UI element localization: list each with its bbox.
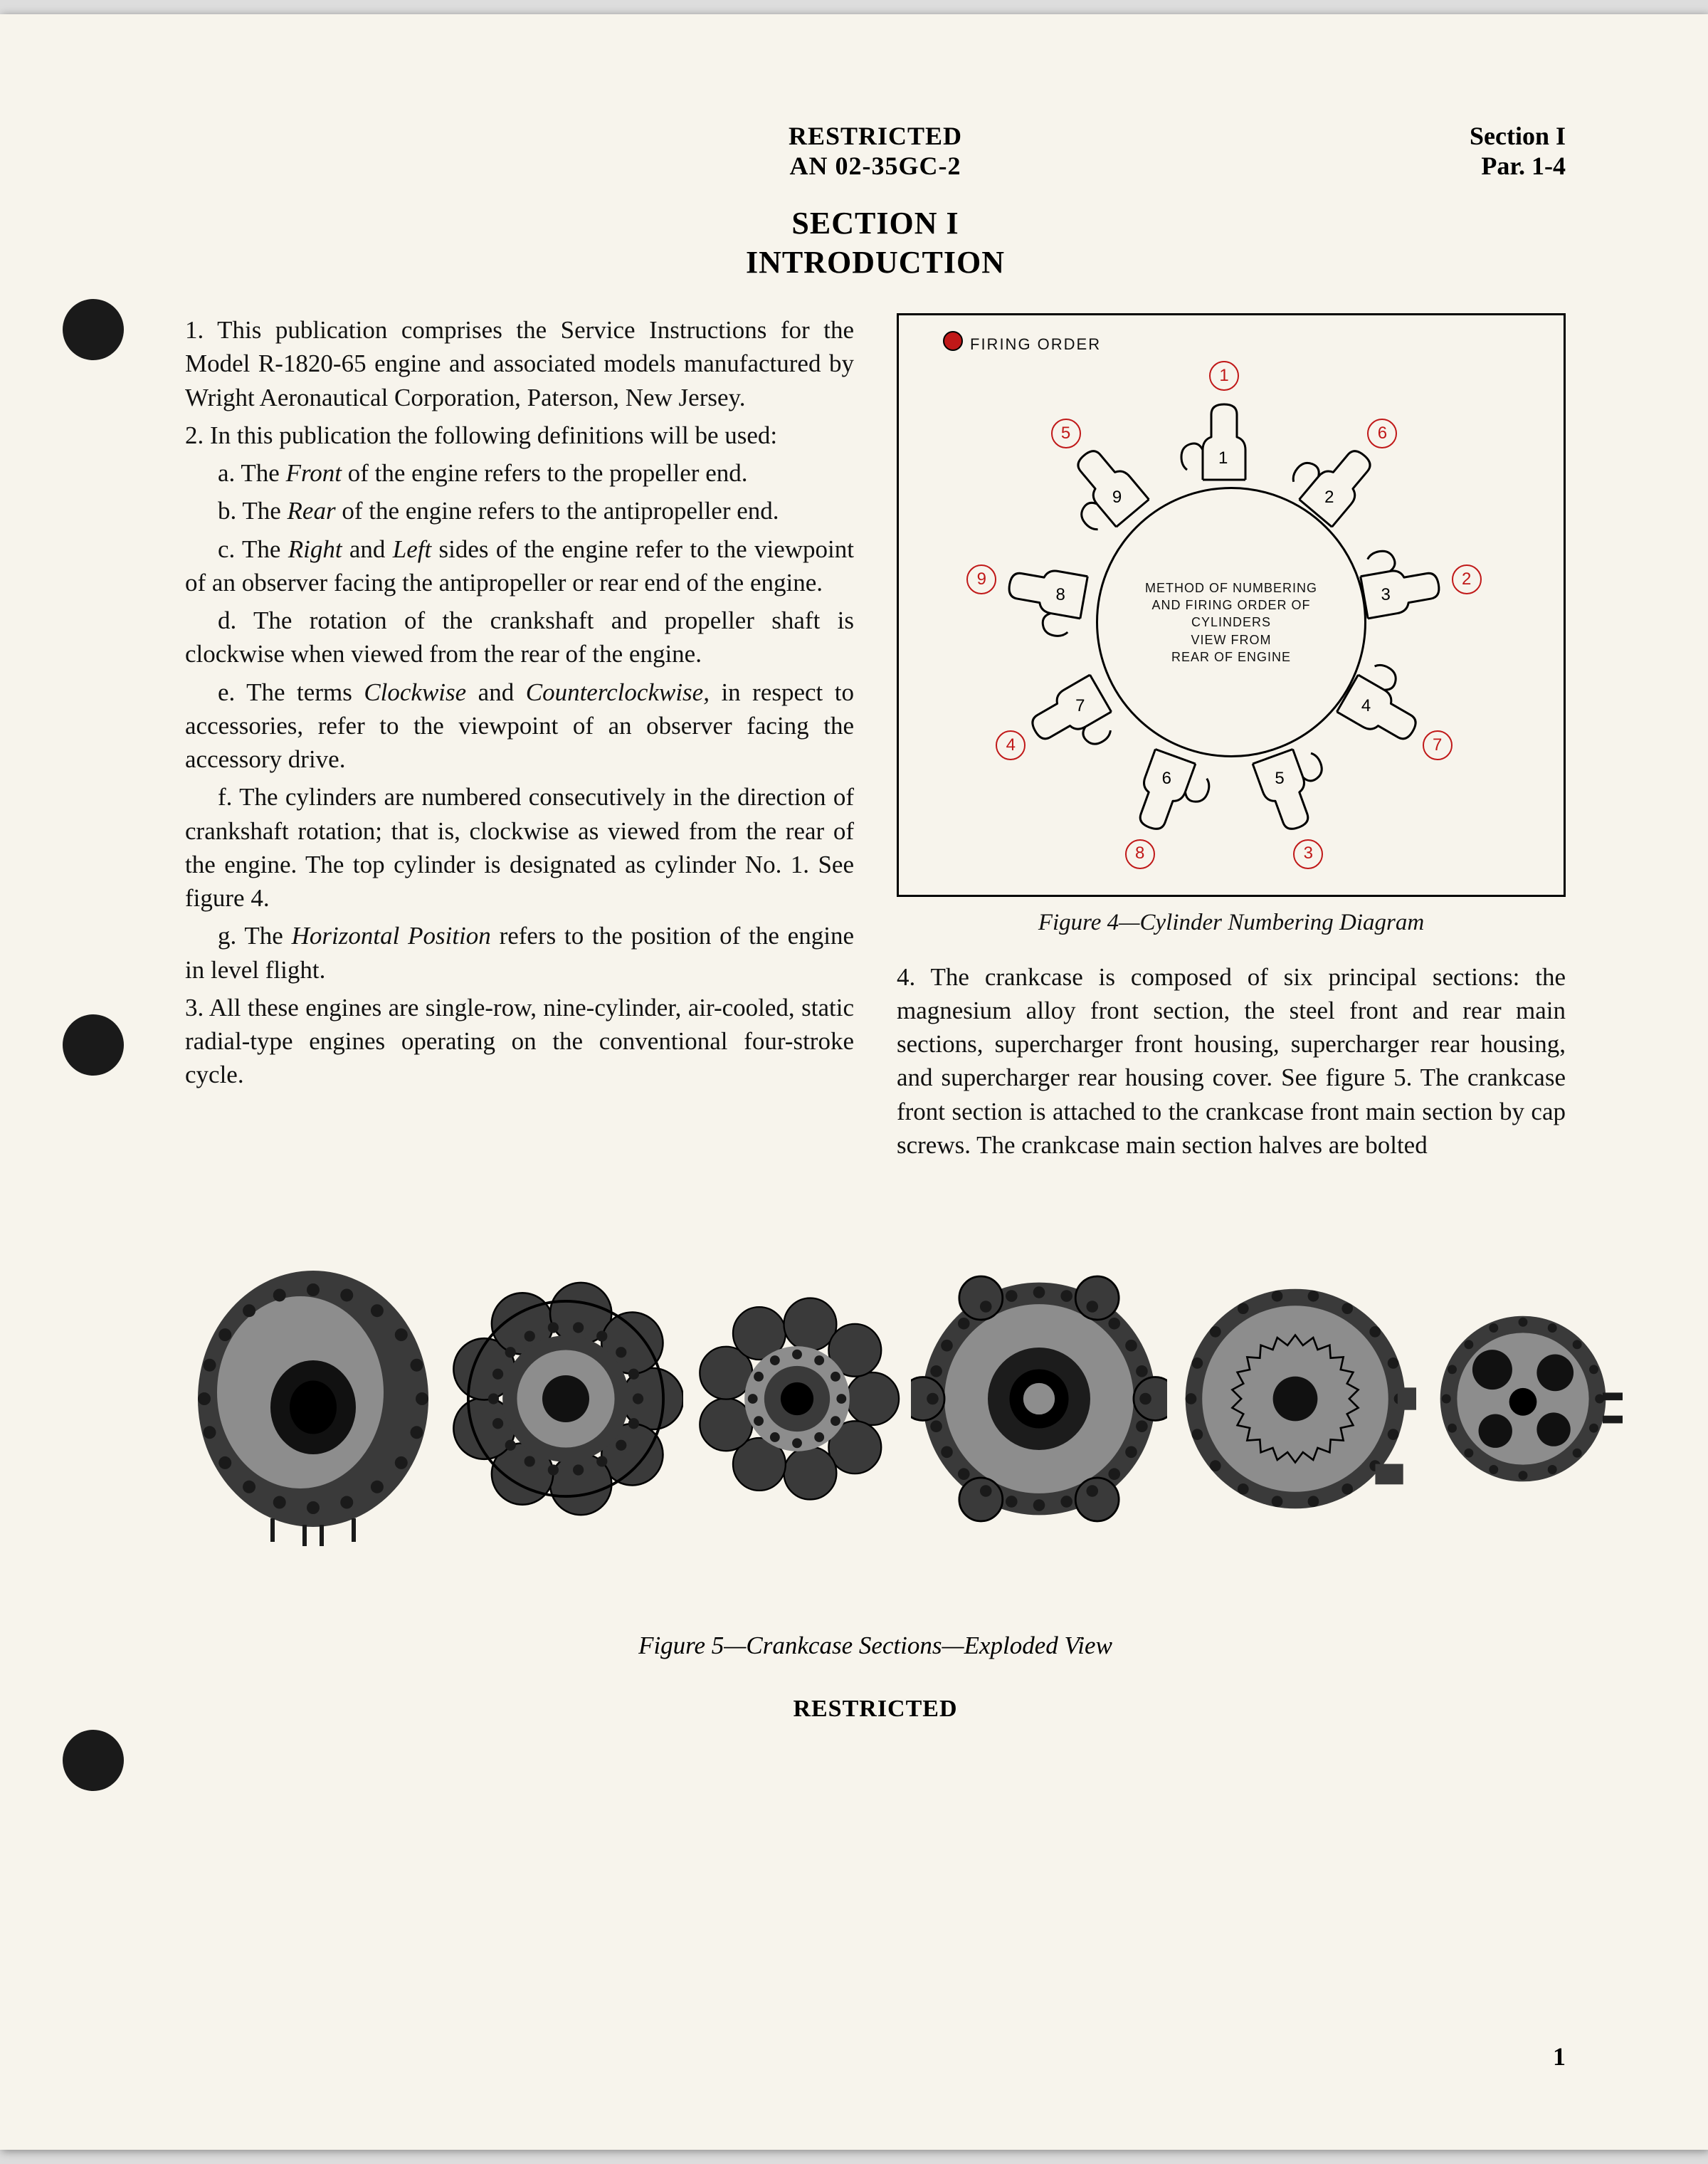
para-2a: a. The Front of the engine refers to the… — [185, 456, 854, 490]
firing-order-number: 4 — [996, 730, 1026, 760]
section-title: SECTION I — [185, 205, 1566, 241]
cylinder-number: 7 — [1075, 695, 1085, 718]
page: RESTRICTED AN 02-35GC-2 Section I Par. 1… — [0, 14, 1708, 2150]
header-right: Section I Par. 1-4 — [1470, 121, 1566, 181]
para-2f: f. The cylinders are numbered consecutiv… — [185, 780, 854, 915]
figure-4-caption: Figure 4—Cylinder Numbering Diagram — [897, 907, 1566, 939]
cylinder-number: 9 — [1112, 486, 1122, 509]
para-2c: c. The Right and Left sides of the engin… — [185, 532, 854, 600]
crankcase-part-6 — [1423, 1299, 1623, 1498]
para-1: 1. This publication comprises the Servic… — [185, 313, 854, 414]
left-column: 1. This publication comprises the Servic… — [185, 313, 854, 1166]
firing-order-number: 8 — [1125, 839, 1155, 869]
para-2: 2. In this publication the following def… — [185, 419, 854, 452]
cylinder-number: 3 — [1381, 584, 1390, 606]
para-4: 4. The crankcase is composed of six prin… — [897, 960, 1566, 1162]
firing-order-dot-icon — [943, 331, 963, 351]
header-restricted: RESTRICTED — [789, 121, 962, 151]
footer-restricted: RESTRICTED — [185, 1696, 1566, 1723]
cylinder-number: 5 — [1275, 767, 1284, 790]
cylinder-number: 8 — [1056, 584, 1065, 606]
cylinder-number: 1 — [1218, 447, 1228, 470]
page-number: 1 — [1553, 2042, 1566, 2071]
hub-line: AND FIRING ORDER OF — [1145, 597, 1317, 614]
crankcase-part-2 — [448, 1281, 683, 1516]
figure-5-caption: Figure 5—Crankcase Sections—Exploded Vie… — [185, 1632, 1566, 1660]
firing-order-number: 5 — [1051, 419, 1081, 448]
right-column: FIRING ORDER METHOD OF NUMBERING AND FIR… — [897, 313, 1566, 1166]
firing-order-number: 7 — [1423, 730, 1453, 760]
firing-order-number: 6 — [1367, 419, 1397, 448]
section-subtitle: INTRODUCTION — [185, 244, 1566, 280]
firing-order-label: FIRING ORDER — [970, 334, 1101, 355]
two-column-body: 1. This publication comprises the Servic… — [185, 313, 1566, 1166]
hub-line: CYLINDERS — [1145, 614, 1317, 631]
firing-order-number: 3 — [1293, 839, 1323, 869]
figure-4-hub: METHOD OF NUMBERING AND FIRING ORDER OF … — [1096, 487, 1366, 757]
header-center: RESTRICTED AN 02-35GC-2 — [789, 121, 962, 181]
para-2b: b. The Rear of the engine refers to the … — [185, 494, 854, 527]
figure-5-exploded-view — [185, 1251, 1566, 1546]
figure-4-diagram: FIRING ORDER METHOD OF NUMBERING AND FIR… — [897, 313, 1566, 897]
crankcase-part-3 — [690, 1292, 904, 1506]
cylinder-number: 2 — [1324, 486, 1334, 509]
page-header: RESTRICTED AN 02-35GC-2 Section I Par. 1… — [185, 121, 1566, 181]
firing-order-number: 1 — [1209, 361, 1239, 391]
firing-order-number: 9 — [966, 564, 996, 594]
cylinder-outline — [1177, 400, 1271, 483]
hub-line: VIEW FROM — [1145, 631, 1317, 648]
para-2g: g. The Horizontal Position refers to the… — [185, 919, 854, 987]
header-section: Section I — [1470, 121, 1566, 151]
firing-order-number: 2 — [1452, 564, 1482, 594]
crankcase-part-1 — [185, 1251, 441, 1546]
cylinder-number: 6 — [1162, 767, 1171, 790]
hub-line: REAR OF ENGINE — [1145, 648, 1317, 666]
hub-line: METHOD OF NUMBERING — [1145, 579, 1317, 597]
header-par: Par. 1-4 — [1470, 151, 1566, 181]
para-2d: d. The rotation of the crankshaft and pr… — [185, 604, 854, 671]
cylinder-outline — [1354, 537, 1451, 644]
punch-hole — [63, 1730, 124, 1791]
punch-hole — [63, 1014, 124, 1076]
cylinder-outline — [997, 537, 1095, 644]
para-3: 3. All these engines are single-row, nin… — [185, 991, 854, 1092]
punch-hole — [63, 299, 124, 360]
header-doc-no: AN 02-35GC-2 — [789, 151, 962, 181]
cylinder-number: 4 — [1361, 695, 1371, 718]
para-2e: e. The terms Clockwise and Counterclockw… — [185, 676, 854, 777]
crankcase-part-5 — [1174, 1278, 1416, 1520]
crankcase-part-4 — [911, 1271, 1167, 1527]
